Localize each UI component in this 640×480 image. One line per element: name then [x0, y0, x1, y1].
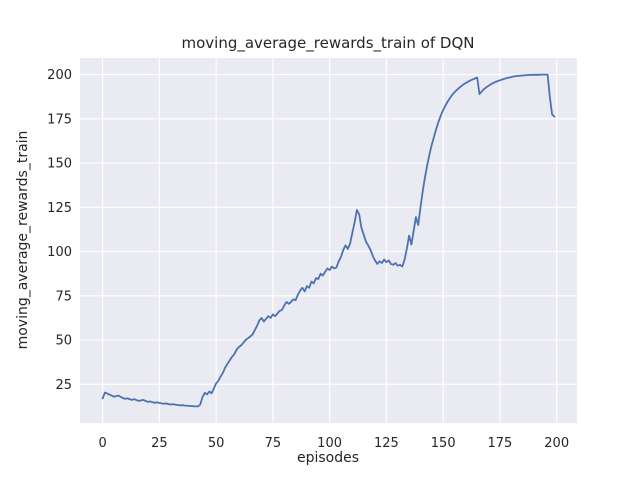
- series-group: [101, 73, 556, 408]
- line-series: [101, 73, 556, 408]
- y-tick-label: 200: [47, 68, 72, 83]
- plot-area: [80, 58, 577, 423]
- x-tick-labels: 0 25 50 75 100 125 150 175 200: [98, 436, 569, 451]
- chart-title: moving_average_rewards_train of DQN: [181, 34, 474, 53]
- x-tick-label: 125: [374, 436, 399, 451]
- x-tick-label: 200: [544, 436, 569, 451]
- y-tick-label: 125: [47, 201, 72, 216]
- x-tick-label: 25: [151, 436, 168, 451]
- x-tick-label: 0: [98, 436, 106, 451]
- y-tick-label: 25: [55, 378, 72, 393]
- gridlines: [80, 58, 577, 423]
- y-tick-label: 50: [55, 334, 72, 349]
- x-tick-label: 150: [431, 436, 456, 451]
- y-tick-label: 175: [47, 112, 72, 127]
- y-tick-labels: 25 50 75 100 125 150 175 200: [47, 68, 72, 393]
- y-tick-label: 100: [47, 245, 72, 260]
- x-axis-label: episodes: [297, 450, 359, 466]
- x-tick-label: 50: [208, 436, 225, 451]
- x-tick-label: 100: [317, 436, 342, 451]
- y-tick-label: 75: [55, 289, 72, 304]
- x-tick-label: 175: [487, 436, 512, 451]
- y-axis-label: moving_average_rewards_train: [15, 131, 31, 350]
- x-tick-label: 75: [265, 436, 282, 451]
- y-tick-label: 150: [47, 157, 72, 172]
